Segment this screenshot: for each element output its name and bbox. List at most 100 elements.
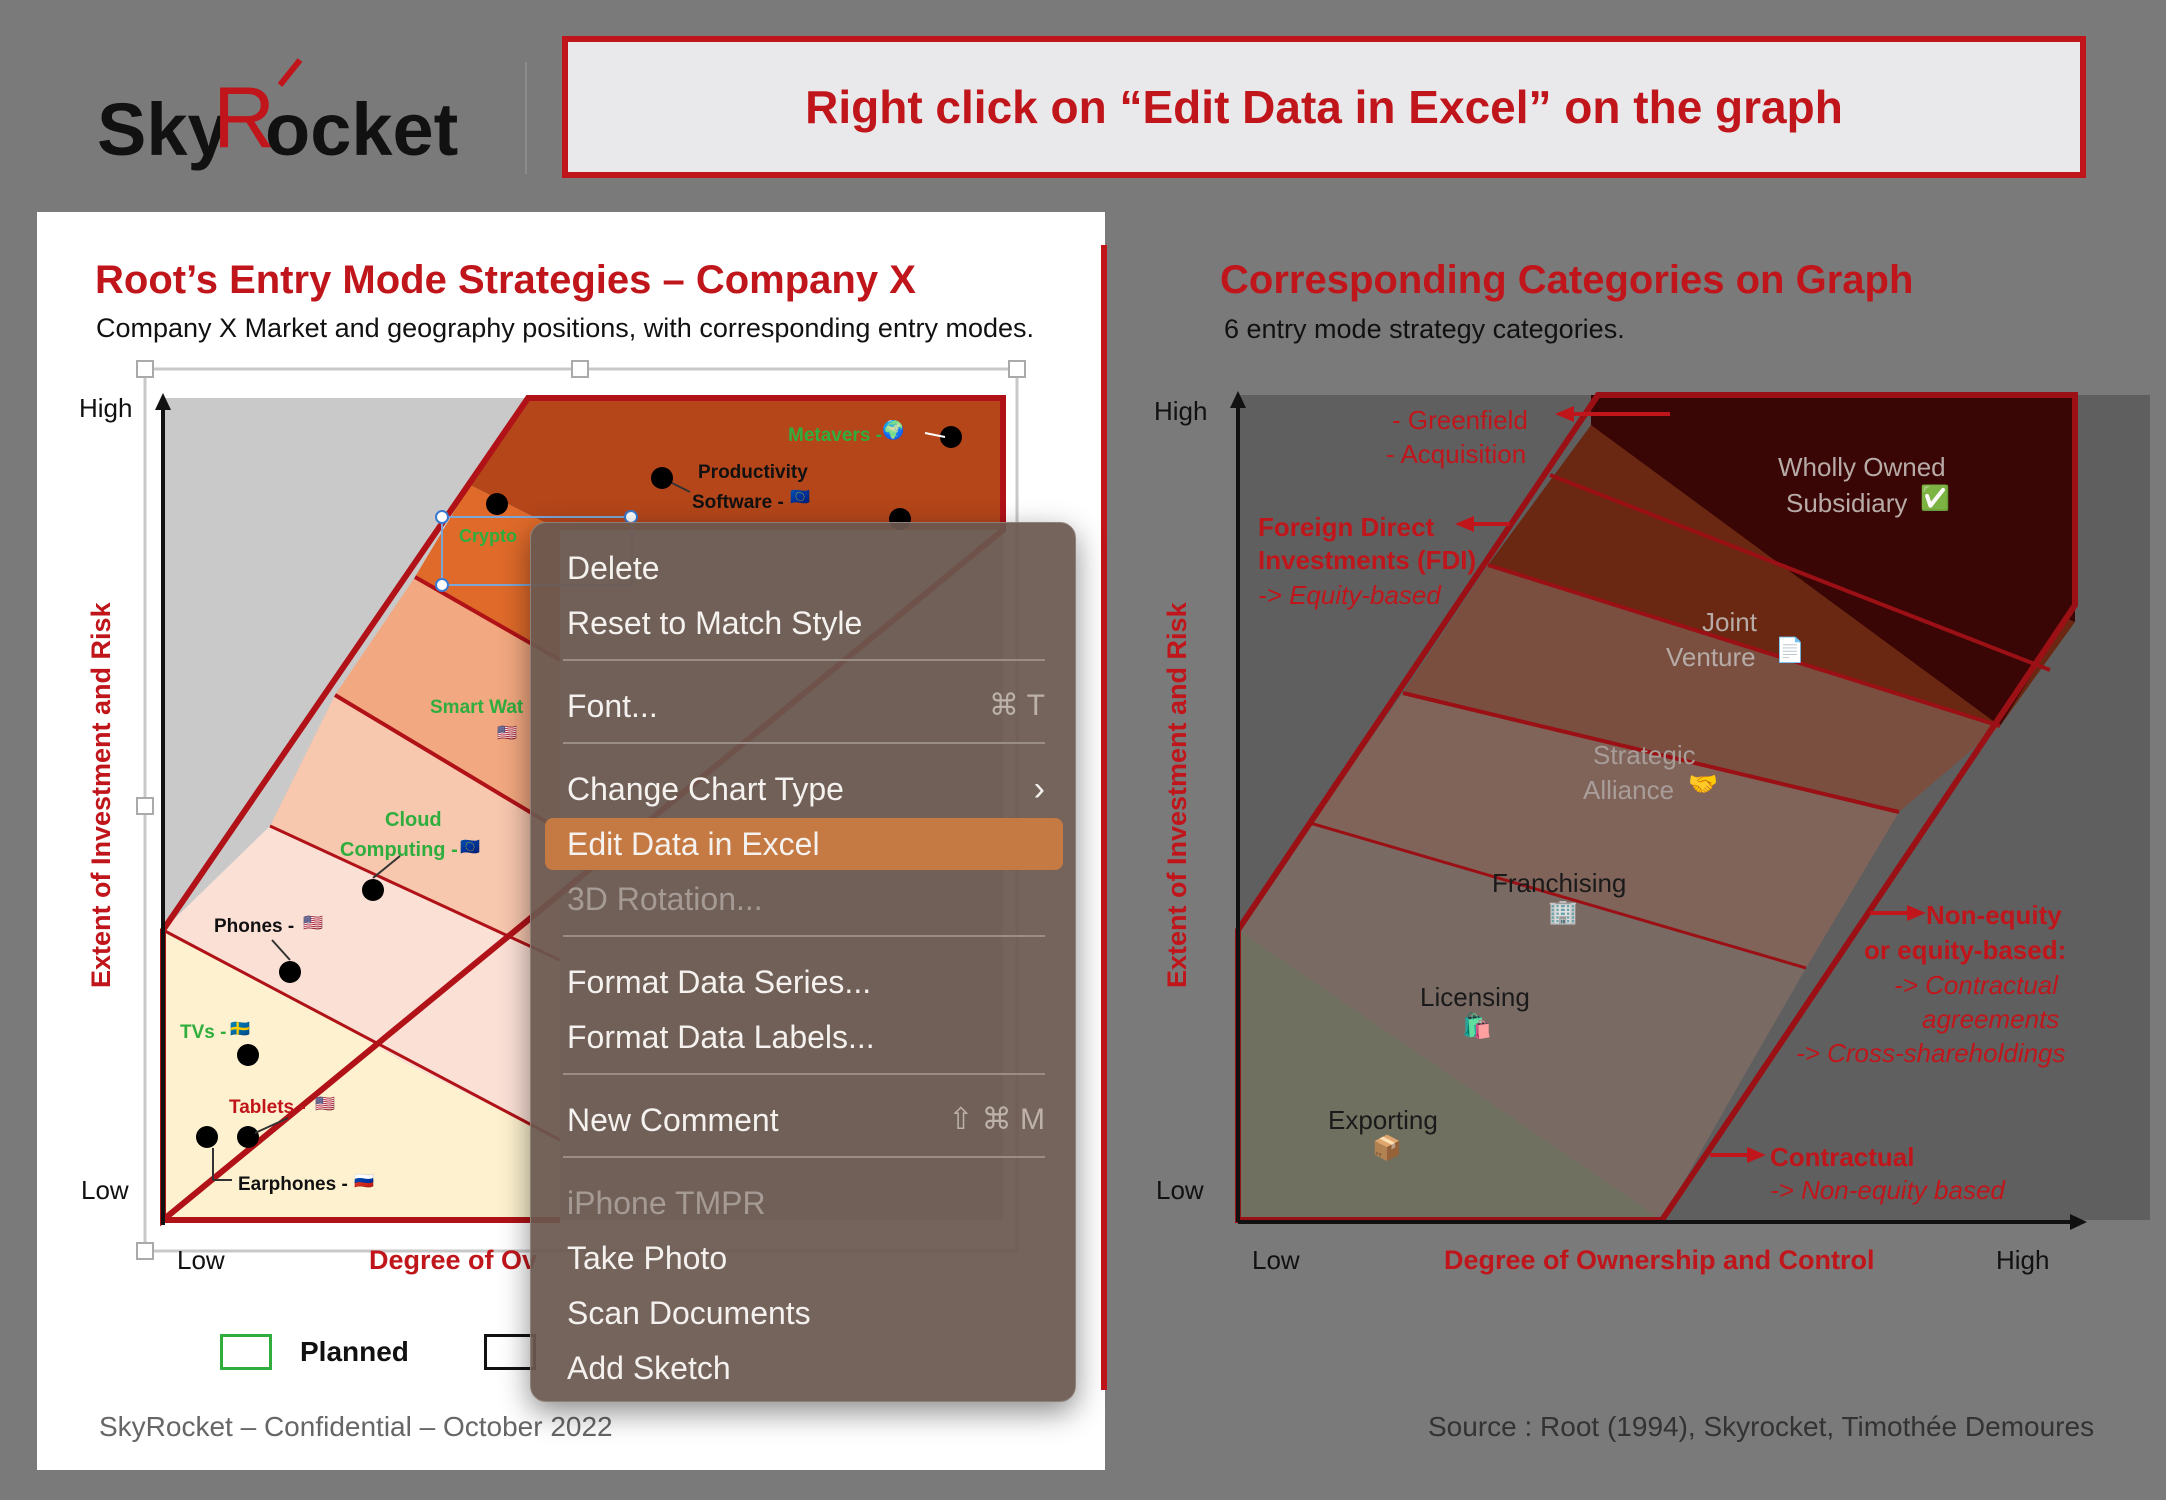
- band-icon-franchising: 🏢: [1548, 899, 1578, 926]
- band-icon-licensing: 🛍️: [1462, 1013, 1492, 1040]
- menu-item-new-comment[interactable]: New Comment ⇧ ⌘ M: [545, 1094, 1063, 1146]
- left-title: Root’s Entry Mode Strategies – Company X: [95, 258, 916, 302]
- note-contractual-line2: -> Non-equity based: [1770, 1175, 2005, 1205]
- menu-item-reset-style[interactable]: Reset to Match Style: [545, 597, 1063, 649]
- data-point: [196, 1126, 218, 1148]
- menu-separator: [563, 659, 1045, 661]
- legend-existing-swatch: [484, 1334, 536, 1370]
- menu-item-label: Change Chart Type: [567, 771, 844, 807]
- band-label-licensing: Licensing: [1420, 982, 1530, 1012]
- selection-handle: [571, 360, 589, 378]
- right-y-low: Low: [1156, 1175, 1204, 1205]
- note-contractual-line1: Contractual: [1770, 1142, 1915, 1172]
- band-icon-alliance: 🤝: [1688, 771, 1718, 798]
- selection-handle: [1008, 360, 1026, 378]
- band-licensing: [1238, 823, 1806, 1220]
- point-flag: 🇺🇸: [497, 724, 517, 742]
- menu-item-label: Edit Data in Excel: [567, 826, 820, 862]
- band-icon-subsidiary: ✅: [1920, 485, 1950, 512]
- menu-item-take-photo[interactable]: Take Photo: [545, 1232, 1063, 1284]
- menu-item-format-data-labels[interactable]: Format Data Labels...: [545, 1011, 1063, 1063]
- logo-text-r: R: [213, 70, 275, 166]
- point-label-earphones: Earphones -: [238, 1174, 348, 1195]
- point-flag: 🇺🇸: [315, 1095, 335, 1113]
- point-flag: 🇪🇺: [790, 488, 810, 506]
- logo-accent-mark: [277, 58, 303, 87]
- menu-item-format-data-series[interactable]: Format Data Series...: [545, 956, 1063, 1008]
- right-x-high: High: [1996, 1245, 2050, 1275]
- note-non-equity-line2: or equity-based:: [1864, 935, 2067, 965]
- note-non-equity-line1: Non-equity: [1926, 900, 2062, 930]
- left-subtitle: Company X Market and geography positions…: [96, 313, 1034, 343]
- legend-planned-swatch: [220, 1334, 272, 1370]
- note-non-equity-line5: -> Cross-shareholdings: [1796, 1038, 2066, 1068]
- left-y-high: High: [79, 393, 133, 423]
- band-icon-venture: 📄: [1775, 637, 1805, 664]
- band-label-franchising: Franchising: [1492, 868, 1627, 898]
- band-franchising: [1310, 693, 1899, 968]
- band-icon-exporting: 📦: [1372, 1135, 1402, 1162]
- point-flag: 🇷🇺: [354, 1172, 374, 1190]
- arrow-fdi: [1455, 516, 1474, 532]
- data-point: [651, 467, 673, 489]
- menu-separator: [563, 1073, 1045, 1075]
- selection-handle: [136, 797, 154, 815]
- menu-item-delete[interactable]: Delete: [545, 542, 1063, 594]
- note-fdi-line1: Foreign Direct: [1258, 512, 1435, 542]
- band-label-exporting: Exporting: [1328, 1105, 1438, 1135]
- right-x-axis-arrow: [2070, 1214, 2087, 1230]
- note-fdi-line3: -> Equity-based: [1258, 580, 1441, 610]
- menu-item-change-chart-type[interactable]: Change Chart Type ›: [545, 763, 1063, 815]
- selection-handle: [136, 1242, 154, 1260]
- left-y-low: Low: [81, 1175, 129, 1205]
- point-label-cloud: Cloud: [385, 809, 442, 831]
- selection-handle: [435, 578, 449, 592]
- data-point: [237, 1044, 259, 1066]
- point-flag: 🇺🇸: [303, 914, 323, 932]
- point-label-smart-watch: Smart Wat: [430, 697, 524, 718]
- menu-item-3d-rotation: 3D Rotation...: [545, 873, 1063, 925]
- point-label-phones: Phones -: [214, 916, 294, 937]
- point-label-productivity: Productivity: [698, 462, 808, 483]
- logo-text-a: Sky: [97, 88, 229, 171]
- arrow-greenfield: [1555, 406, 1574, 422]
- band-licensing: [163, 826, 560, 1140]
- band-label-strategic: Strategic: [1593, 740, 1696, 770]
- point-label-tvs: TVs -: [180, 1022, 226, 1043]
- footer-confidential: SkyRocket – Confidential – October 2022: [99, 1411, 613, 1442]
- right-x-axis-label: Degree of Ownership and Control: [1444, 1245, 1875, 1275]
- left-y-axis-arrow: [155, 393, 171, 410]
- menu-item-label: Reset to Match Style: [567, 605, 863, 641]
- menu-item-scan-documents[interactable]: Scan Documents: [545, 1287, 1063, 1339]
- point-flag: 🌍: [882, 419, 904, 440]
- left-panel-accent-line: [1101, 245, 1107, 1390]
- menu-item-label: Scan Documents: [567, 1295, 811, 1331]
- band-alliance: [1403, 565, 2000, 812]
- menu-item-edit-data-in-excel[interactable]: Edit Data in Excel: [545, 818, 1063, 870]
- menu-item-font[interactable]: Font... ⌘ T: [545, 680, 1063, 732]
- band-separator-3: [333, 693, 562, 832]
- point-label-metaverse: Metavers -: [788, 425, 882, 446]
- context-menu: Delete Reset to Match Style Font... ⌘ T C…: [530, 522, 1076, 1402]
- note-fdi-line2: Investments (FDI): [1258, 545, 1477, 575]
- arrow-contractual: [1747, 1147, 1766, 1163]
- skyrocket-logo: Sky R ocket: [95, 55, 515, 175]
- band-separator-2: [269, 824, 561, 962]
- right-y-axis-arrow: [1230, 391, 1246, 408]
- chevron-right-icon: ›: [1033, 770, 1045, 808]
- menu-item-add-sketch[interactable]: Add Sketch: [545, 1342, 1063, 1394]
- menu-separator: [563, 935, 1045, 937]
- band-label-alliance: Alliance: [1583, 775, 1675, 805]
- point-label-computing: Computing -: [340, 839, 458, 861]
- data-point: [486, 493, 508, 515]
- note-non-equity-line4: agreements: [1922, 1004, 2060, 1034]
- band-exporting: [163, 930, 560, 1220]
- point-flag: 🇸🇪: [230, 1020, 250, 1038]
- band-joint-venture: [415, 485, 560, 660]
- legend-planned-label: Planned: [300, 1336, 409, 1367]
- shortcut-label: ⇧ ⌘ M: [948, 1103, 1045, 1136]
- point-flag: 🇪🇺: [460, 838, 480, 856]
- source-citation: Source : Root (1994), Skyrocket, Timothé…: [1428, 1411, 2095, 1442]
- left-x-low: Low: [177, 1245, 225, 1275]
- data-point: [237, 1126, 259, 1148]
